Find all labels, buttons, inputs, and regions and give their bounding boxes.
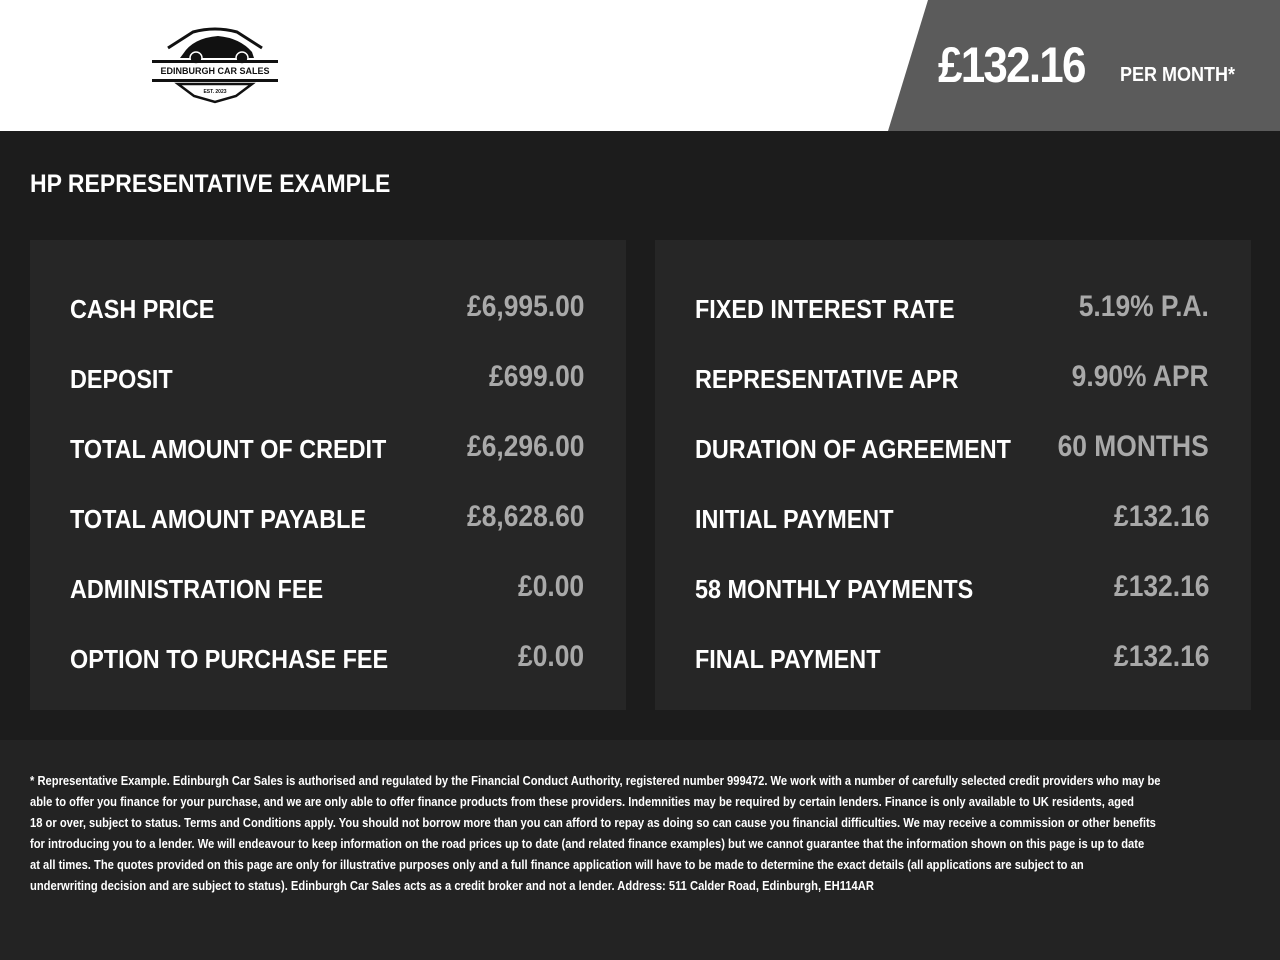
finance-value: £699.00 [488,360,584,393]
disclaimer-line: underwriting decision and are subject to… [30,878,874,893]
finance-row: INITIAL PAYMENT £132.16 [695,498,1209,538]
finance-label: FIXED INTEREST RATE [695,294,955,324]
disclaimer-text: * Representative Example. Edinburgh Car … [30,770,1161,896]
disclaimer-line: for introducing you to a lender. We will… [30,836,1145,851]
finance-value: £132.16 [1113,570,1209,603]
finance-value: £132.16 [1113,500,1209,533]
disclaimer-line: able to offer you finance for your purch… [30,794,1134,809]
finance-label: DURATION OF AGREEMENT [695,434,1011,464]
edinburgh-car-sales-logo: EDINBURGH CAR SALES EST. 2023 [152,27,278,104]
svg-text:EDINBURGH CAR SALES: EDINBURGH CAR SALES [160,66,269,76]
monthly-price: £132.16 [938,37,1086,93]
monthly-price-box [888,0,1280,131]
finance-row: 58 MONTHLY PAYMENTS £132.16 [695,568,1209,608]
page-title: HP REPRESENTATIVE EXAMPLE [30,170,391,198]
disclaimer-line: at all times. The quotes provided on thi… [30,857,1084,872]
left-finance-panel: CASH PRICE £6,995.00 DEPOSIT £699.00 TOTAL A… [30,240,626,710]
finance-value: 60 MONTHS [1057,430,1209,463]
finance-label: INITIAL PAYMENT [695,504,894,534]
right-finance-panel: FIXED INTEREST RATE 5.19% P.A. REPRESENTAT… [655,240,1251,710]
finance-label: DEPOSIT [70,364,173,394]
finance-value: £6,296.00 [466,430,584,463]
finance-row: TOTAL AMOUNT PAYABLE £8,628.60 [70,498,584,538]
disclaimer-line: * Representative Example. Edinburgh Car … [30,773,1161,788]
disclaimer-line: 18 or over, subject to status. Terms and… [30,815,1156,830]
finance-row: FIXED INTEREST RATE 5.19% P.A. [695,288,1209,328]
finance-value: 9.90% APR [1072,360,1209,393]
finance-value: £8,628.60 [466,500,584,533]
finance-label: REPRESENTATIVE APR [695,364,959,394]
finance-row: CASH PRICE £6,995.00 [70,288,584,328]
finance-row: REPRESENTATIVE APR 9.90% APR [695,358,1209,398]
finance-label: TOTAL AMOUNT OF CREDIT [70,434,387,464]
finance-label: FINAL PAYMENT [695,644,881,674]
disclaimer-footer: * Representative Example. Edinburgh Car … [0,740,1280,960]
finance-row: DEPOSIT £699.00 [70,358,584,398]
finance-row: DURATION OF AGREEMENT 60 MONTHS [695,428,1209,468]
finance-value: £0.00 [517,570,584,603]
svg-text:EST. 2023: EST. 2023 [203,89,226,95]
finance-value: 5.19% P.A. [1078,290,1209,323]
finance-label: 58 MONTHLY PAYMENTS [695,574,974,604]
finance-label: ADMINISTRATION FEE [70,574,324,604]
finance-row: ADMINISTRATION FEE £0.00 [70,568,584,608]
finance-row: OPTION TO PURCHASE FEE £0.00 [70,638,584,678]
finance-value: £0.00 [517,640,584,673]
finance-value: £6,995.00 [466,290,584,323]
finance-label: TOTAL AMOUNT PAYABLE [70,504,367,534]
finance-label: CASH PRICE [70,294,215,324]
finance-label: OPTION TO PURCHASE FEE [70,644,389,674]
finance-row: TOTAL AMOUNT OF CREDIT £6,296.00 [70,428,584,468]
finance-value: £132.16 [1113,640,1209,673]
per-month-label: PER MONTH* [1120,64,1236,86]
finance-row: FINAL PAYMENT £132.16 [695,638,1209,678]
